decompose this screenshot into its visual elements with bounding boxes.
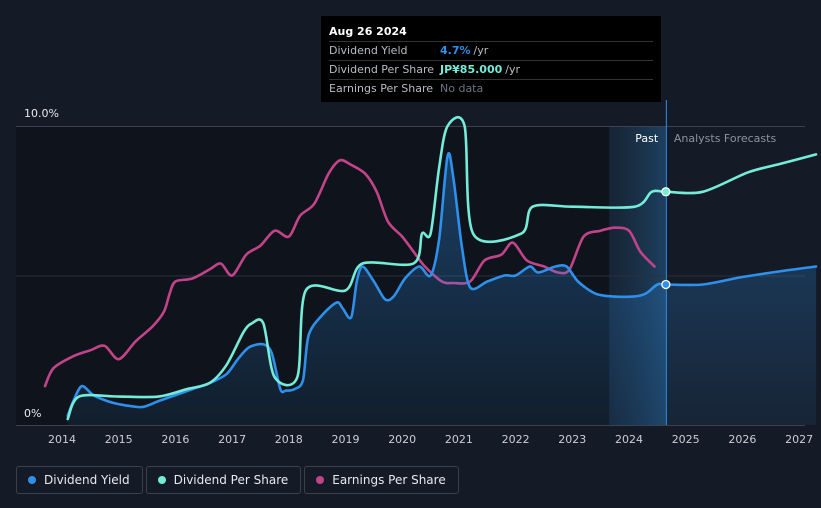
tooltip-label: Dividend Per Share <box>329 63 435 76</box>
tooltip-label: Earnings Per Share <box>329 82 434 95</box>
legend-item-dividend-per-share[interactable]: Dividend Per Share <box>145 466 302 494</box>
tooltip-label: Dividend Yield <box>329 44 408 57</box>
legend-dot <box>28 476 36 484</box>
y-tick-label-top: 10.0% <box>24 107 59 120</box>
forecast-label: Analysts Forecasts <box>674 132 777 145</box>
x-tick-label: 2018 <box>275 433 303 446</box>
x-tick-label: 2014 <box>48 433 76 446</box>
y-tick-label-bottom: 0% <box>24 407 41 420</box>
tooltip-date: Aug 26 2024 <box>329 24 653 42</box>
legend-item-earnings-per-share[interactable]: Earnings Per Share <box>304 466 459 494</box>
dividend-per-share-marker <box>661 187 671 197</box>
x-tick-label: 2021 <box>445 433 473 446</box>
x-tick-label: 2025 <box>672 433 700 446</box>
legend-dot <box>316 476 325 484</box>
x-tick-label: 2024 <box>615 433 643 446</box>
dividend-yield-area <box>67 153 817 425</box>
tooltip-value: 4.7% <box>440 44 471 57</box>
x-tick-label: 2022 <box>502 433 530 446</box>
tooltip-value: JP¥85.000 <box>440 63 503 76</box>
x-tick-label: 2020 <box>388 433 416 446</box>
x-tick-label: 2016 <box>161 433 189 446</box>
tooltip-unit: /yr <box>473 44 489 57</box>
legend: Dividend Yield Dividend Per Share Earnin… <box>16 466 462 494</box>
tooltip: Aug 26 2024 Dividend Yield 4.7% /yr Divi… <box>321 16 661 102</box>
x-tick-label: 2026 <box>728 433 756 446</box>
x-tick-label: 2023 <box>558 433 586 446</box>
x-tick-label: 2019 <box>332 433 360 446</box>
legend-label: Dividend Per Share <box>173 473 289 487</box>
x-tick-label: 2015 <box>105 433 133 446</box>
legend-label: Dividend Yield <box>44 473 130 487</box>
legend-item-dividend-yield[interactable]: Dividend Yield <box>16 466 143 494</box>
tooltip-unit: /yr <box>505 63 521 76</box>
dividend-yield-marker <box>661 279 671 290</box>
x-tick-label: 2027 <box>785 433 813 446</box>
dividend-per-share-line <box>66 115 818 421</box>
legend-label: Earnings Per Share <box>332 473 446 487</box>
tooltip-value: No data <box>440 82 484 95</box>
tooltip-row-earnings-per-share: Earnings Per Share No data <box>329 80 653 98</box>
tooltip-row-dividend-per-share: Dividend Per Share JP¥85.000 /yr <box>329 61 653 80</box>
past-label: Past <box>635 132 659 145</box>
legend-dot <box>157 476 166 484</box>
tooltip-row-dividend-yield: Dividend Yield 4.7% /yr <box>329 42 653 61</box>
x-tick-label: 2017 <box>218 433 246 446</box>
